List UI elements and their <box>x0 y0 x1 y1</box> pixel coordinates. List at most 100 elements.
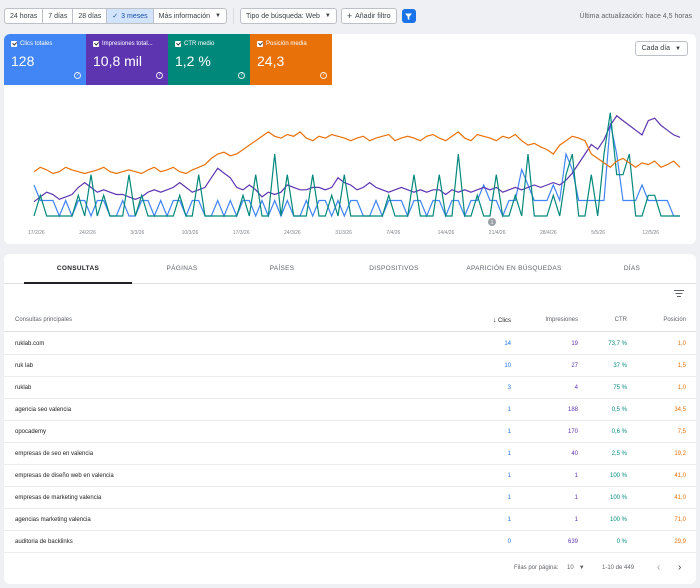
checkbox-icon[interactable] <box>257 41 263 47</box>
clicks-cell: 0 <box>507 539 511 545</box>
ctr-cell: 73,7 % <box>608 341 627 347</box>
check-icon: ✓ <box>112 13 119 20</box>
tab-countries[interactable]: PAÍSES <box>269 265 295 272</box>
clicks-cell: 1 <box>507 495 511 501</box>
header-ctr[interactable]: CTR <box>614 317 627 323</box>
impressions-cell: 4 <box>574 385 578 391</box>
series-line-3 <box>33 131 681 175</box>
metric-impressions-card[interactable]: Impresiones total... 10,8 mil ? <box>86 34 168 85</box>
header-position[interactable]: Posición <box>663 317 686 323</box>
clicks-cell: 1 <box>507 473 511 479</box>
help-icon[interactable]: ? <box>74 72 81 79</box>
granularity-dropdown[interactable]: Cada día ▼ <box>634 41 688 56</box>
table-header: Consultas principales ↓ Clics Impresione… <box>4 308 696 332</box>
range-7d-button[interactable]: 7 días <box>43 9 74 23</box>
query-cell: empresas de seo en valencia <box>15 451 94 457</box>
performance-chart[interactable]: 17/2/26 24/2/26 3/3/26 10/3/26 17/3/26 24/3/2… <box>4 86 696 242</box>
metric-value: 128 <box>11 53 35 69</box>
performance-card: Clics totales 128 ? Impresiones total...… <box>4 34 696 244</box>
more-info-dropdown[interactable]: Más información ▼ <box>154 9 226 23</box>
header-impressions[interactable]: Impresiones <box>545 317 578 323</box>
table-card: CONSULTAS PÁGINAS PAÍSES DISPOSITIVOS AP… <box>4 254 696 584</box>
impressions-cell: 170 <box>567 429 578 435</box>
query-cell: empresas de diseño web en valencia <box>15 473 114 479</box>
dimension-tabs: CONSULTAS PÁGINAS PAÍSES DISPOSITIVOS AP… <box>4 254 696 284</box>
impressions-cell: 19 <box>571 341 578 347</box>
table-row[interactable]: empresas de diseño web en valencia 1 1 1… <box>4 465 696 487</box>
table-row[interactable]: ruklab 3 4 75 % 1,0 <box>4 377 696 399</box>
query-cell: ruklab.com <box>15 341 45 347</box>
table-row[interactable]: opocademy 1 170 0,6 % 7,5 <box>4 421 696 443</box>
metric-clicks-card[interactable]: Clics totales 128 ? <box>4 34 86 85</box>
header-query[interactable]: Consultas principales <box>15 317 73 323</box>
query-cell: opocademy <box>15 429 47 435</box>
series-line-0 <box>33 122 680 218</box>
checkbox-icon[interactable] <box>11 41 17 47</box>
header-clicks[interactable]: ↓ Clics <box>493 317 511 324</box>
clicks-cell: 1 <box>507 407 511 413</box>
position-cell: 1,0 <box>677 341 686 347</box>
checkbox-icon[interactable] <box>175 41 181 47</box>
checkbox-icon[interactable] <box>93 41 99 47</box>
range-3m-button[interactable]: ✓ 3 meses <box>107 9 154 23</box>
position-cell: 71,0 <box>674 517 686 523</box>
range-28d-button[interactable]: 28 días <box>73 9 108 23</box>
x-tick-label: 24/3/26 <box>284 230 301 236</box>
ctr-cell: 0,5 % <box>611 407 627 413</box>
ctr-cell: 37 % <box>613 363 627 369</box>
granularity-label: Cada día <box>641 45 671 52</box>
next-page-icon[interactable]: › <box>678 562 682 573</box>
x-tick-label: 14/4/26 <box>438 230 455 236</box>
tab-devices[interactable]: DISPOSITIVOS <box>369 265 419 272</box>
table-row[interactable]: ruk lab 10 27 37 % 1,5 <box>4 355 696 377</box>
position-cell: 41,0 <box>674 473 686 479</box>
add-filter-label: Añadir filtro <box>355 12 391 20</box>
ctr-cell: 0,6 % <box>611 429 627 435</box>
ctr-cell: 100 % <box>609 473 627 479</box>
caret-down-icon: ▼ <box>215 13 221 19</box>
tab-pages[interactable]: PÁGINAS <box>166 265 198 272</box>
clicks-cell: 3 <box>507 385 511 391</box>
funnel-icon <box>405 13 413 20</box>
x-tick-label: 24/2/26 <box>79 230 96 236</box>
annotation-marker[interactable] <box>488 218 496 226</box>
metric-position-card[interactable]: Posición media 24,3 ? <box>250 34 332 85</box>
metric-value: 1,2 % <box>175 53 211 69</box>
query-cell: agencias marketing valencia <box>15 517 91 523</box>
table-row[interactable]: empresas de marketing valencia 1 1 100 %… <box>4 487 696 509</box>
table-row[interactable]: auditoria de backlinks 0 639 0 % 29,9 <box>4 531 696 553</box>
table-row[interactable]: ruklab.com 14 19 73,7 % 1,0 <box>4 333 696 355</box>
query-cell: empresas de marketing valencia <box>15 495 102 501</box>
help-icon[interactable]: ? <box>156 72 163 79</box>
impressions-cell: 639 <box>567 539 578 545</box>
divider <box>232 8 234 24</box>
help-icon[interactable]: ? <box>238 72 245 79</box>
filter-settings-button[interactable] <box>401 9 416 23</box>
x-tick-label: 3/3/26 <box>130 230 144 236</box>
tab-queries[interactable]: CONSULTAS <box>24 254 132 284</box>
tab-search-appearance[interactable]: APARICIÓN EN BÚSQUEDAS <box>466 265 562 272</box>
clicks-cell: 10 <box>504 363 511 369</box>
prev-page-icon[interactable]: ‹ <box>657 562 661 573</box>
annotation-label: 1 <box>491 220 494 226</box>
last-updated-text: Última actualización: hace 4,5 horas <box>579 12 692 20</box>
metric-value: 10,8 mil <box>93 53 143 69</box>
table-filter-icon[interactable] <box>674 290 684 298</box>
tab-days[interactable]: DÍAS <box>623 265 641 272</box>
table-row[interactable]: empresas de seo en valencia 1 40 2,5 % 1… <box>4 443 696 465</box>
x-tick-label: 31/3/26 <box>335 230 352 236</box>
help-icon[interactable]: ? <box>320 72 327 79</box>
table-row[interactable]: agencias marketing valencia 1 1 100 % 71… <box>4 509 696 531</box>
metric-ctr-card[interactable]: CTR medio 1,2 % ? <box>168 34 250 85</box>
x-tick-label: 28/4/26 <box>540 230 557 236</box>
rows-per-page-select[interactable]: 10 ▼ <box>567 565 585 571</box>
range-24h-button[interactable]: 24 horas <box>5 9 44 23</box>
search-type-dropdown[interactable]: Tipo de búsqueda: Web ▼ <box>239 8 337 24</box>
ctr-cell: 75 % <box>613 385 627 391</box>
query-cell: auditoria de backlinks <box>15 539 73 545</box>
add-filter-button[interactable]: + Añadir filtro <box>340 8 397 24</box>
metric-label: Posición media <box>266 41 307 47</box>
position-cell: 41,0 <box>674 495 686 501</box>
table-row[interactable]: agencia seo valencia 1 188 0,5 % 34,5 <box>4 399 696 421</box>
metric-label: Impresiones total... <box>102 41 153 47</box>
